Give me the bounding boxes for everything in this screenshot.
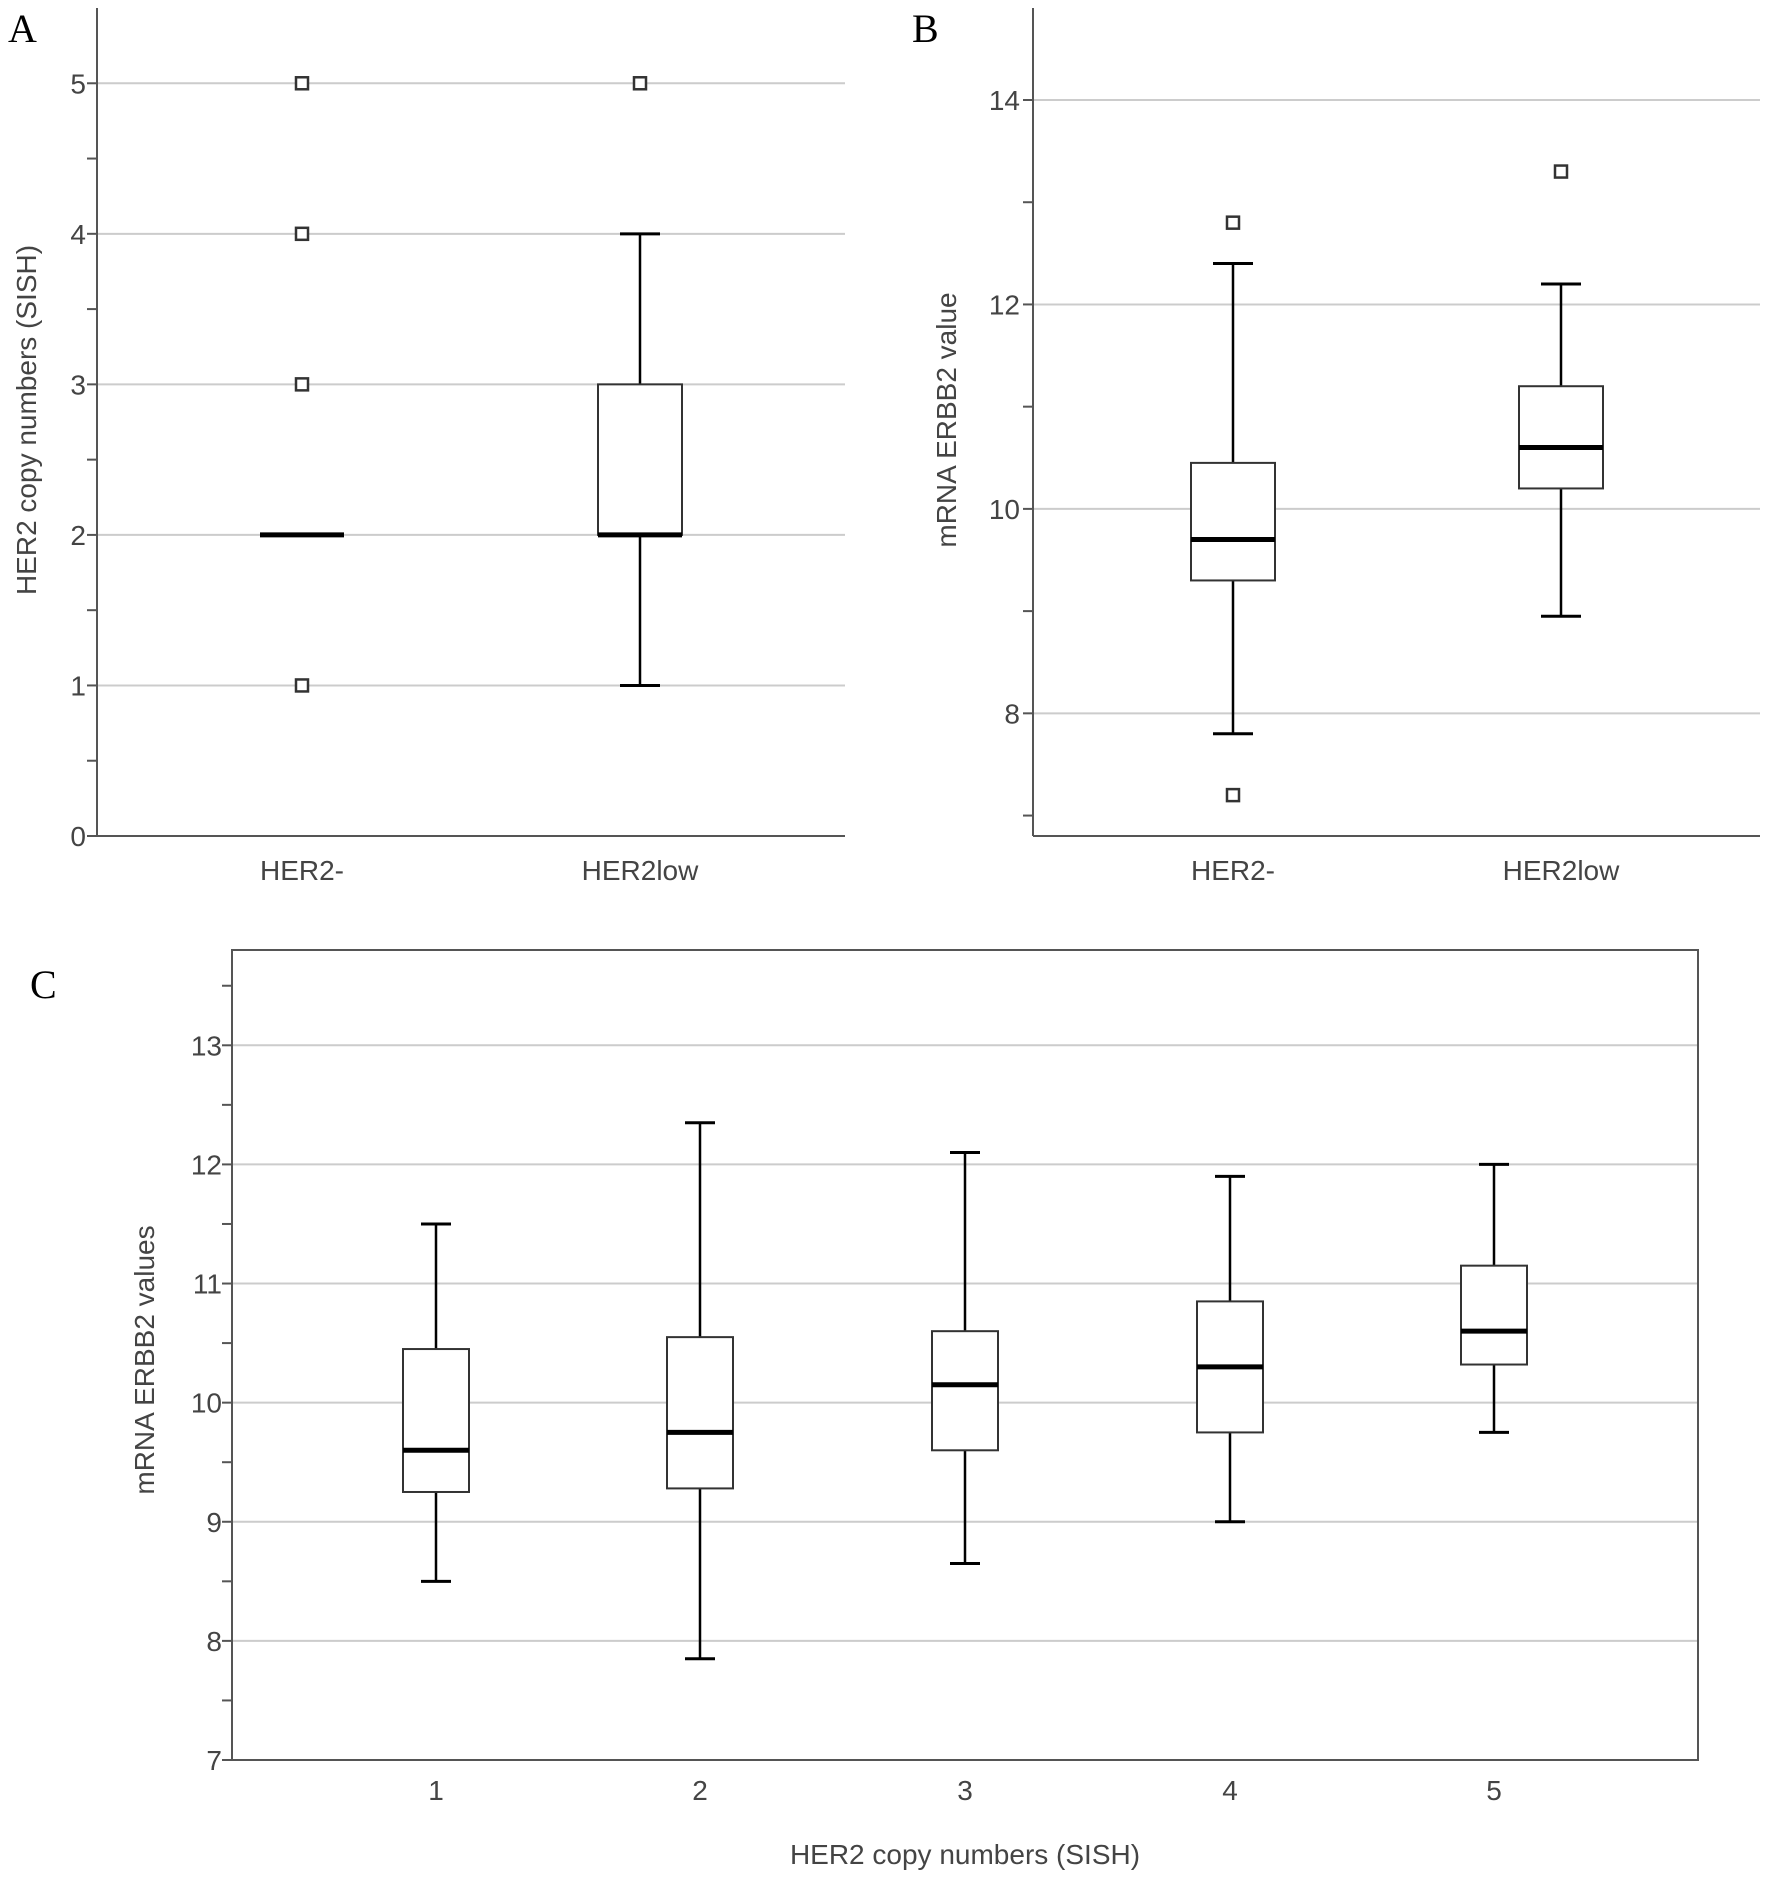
panel-c-y-tick-label: 13	[191, 1030, 222, 1061]
panel-c-y-tick-label: 10	[191, 1388, 222, 1419]
panel-b: B mRNA ERBB2 value 8 10 12 14 HER2- HER2low	[912, 6, 1760, 886]
panel-c-box	[666, 1336, 734, 1490]
panel-b-outlier-marker	[1225, 787, 1241, 803]
panel-c-y-tick-label: 12	[191, 1149, 222, 1180]
panel-b-y-tick-label: 14	[989, 85, 1020, 116]
panel-a-y-tick-label: 1	[70, 670, 86, 701]
panel-b-y-tick-label: 12	[989, 289, 1020, 320]
panel-c-x-tick-label: 4	[1222, 1775, 1238, 1806]
panel-a-y-tick-label: 0	[70, 821, 86, 852]
panel-a-x-tick-label: HER2-	[260, 855, 344, 886]
panel-a-box	[597, 383, 683, 536]
panel-a-y-tick-label: 5	[70, 68, 86, 99]
panel-a-outlier-marker	[294, 226, 310, 242]
panel-b-outlier-marker	[1225, 215, 1241, 230]
panel-b-box	[1190, 461, 1276, 582]
panel-b-x-tick-label: HER2low	[1503, 855, 1620, 886]
panel-b-x-tick-label: HER2-	[1191, 855, 1275, 886]
panel-a: A HER2 copy numbers (SISH) 0 1 2 3 4 5 HER2- HE…	[8, 6, 845, 886]
panel-b-box	[1518, 385, 1604, 490]
panel-b-y-tick-label: 10	[989, 494, 1020, 525]
panel-c-x-tick-label: 1	[428, 1775, 444, 1806]
panel-c-x-tick-label: 5	[1486, 1775, 1502, 1806]
panel-a-outlier-marker	[294, 377, 310, 392]
panel-c-plot-frame	[231, 949, 1699, 1761]
panel-c-box	[931, 1330, 999, 1452]
panel-a-outlier-marker	[294, 678, 310, 693]
panel-c-x-tick-label: 3	[957, 1775, 973, 1806]
panel-a-y-axis-title: HER2 copy numbers (SISH)	[11, 245, 42, 595]
panel-c-y-tick-label: 7	[206, 1745, 222, 1776]
panel-c-x-tick-label: 2	[692, 1775, 708, 1806]
panel-c: C mRNA ERBB2 values HER2 copy numbers (S…	[30, 949, 1699, 1870]
panel-c-y-tick-label: 8	[206, 1626, 222, 1657]
panel-b-y-axis-title: mRNA ERBB2 value	[931, 292, 962, 547]
panel-c-x-axis-title: HER2 copy numbers (SISH)	[790, 1839, 1140, 1870]
panel-a-letter: A	[8, 6, 37, 51]
panel-b-outlier-marker	[1553, 164, 1569, 179]
panel-a-y-tick-label: 4	[70, 219, 86, 250]
panel-c-y-tick-label: 11	[193, 1269, 222, 1300]
panel-c-letter: C	[30, 962, 57, 1007]
panel-b-plot: 8 10 12 14 HER2- HER2low	[989, 8, 1760, 886]
panel-c-y-axis-title: mRNA ERBB2 values	[129, 1225, 160, 1494]
panel-a-y-tick-label: 2	[70, 520, 86, 551]
panel-b-letter: B	[912, 6, 939, 51]
panel-a-x-tick-label: HER2low	[582, 855, 699, 886]
panel-c-y-tick-label: 9	[206, 1507, 222, 1538]
panel-b-y-tick-label: 8	[1004, 698, 1020, 729]
panel-a-outlier-marker	[294, 76, 310, 91]
panel-c-box	[1460, 1264, 1528, 1366]
panel-a-plot: 0 1 2 3 4 5 HER2- HER2low	[70, 8, 845, 886]
panel-a-outlier-marker	[632, 76, 648, 91]
panel-a-y-tick-label: 3	[70, 369, 86, 400]
panel-c-box	[402, 1348, 470, 1493]
